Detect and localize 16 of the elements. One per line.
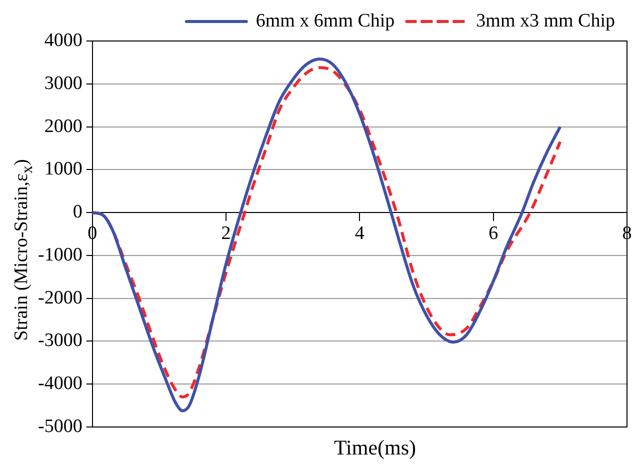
y-tick-label: 0 [72,202,82,223]
y-tick-label: -3000 [38,330,82,352]
x-axis-title: Time(ms) [334,436,416,460]
y-tick-label: 4000 [44,30,82,51]
y-tick-label: 2000 [44,116,82,137]
y-tick-label: -2000 [38,287,82,308]
y-tick-label: -1000 [38,244,82,266]
legend-label: 3mm x3 mm Chip [476,10,616,32]
x-tick-label: 2 [221,222,231,244]
y-tick-label: -5000 [38,416,82,437]
y-tick-label: 3000 [44,72,82,94]
x-tick-label: 6 [488,222,498,244]
y-tick-label: -4000 [38,373,82,394]
y-tick-label: 1000 [44,158,82,180]
x-tick-label: 4 [354,222,365,244]
legend-label: 6mm x 6mm Chip [256,10,395,32]
